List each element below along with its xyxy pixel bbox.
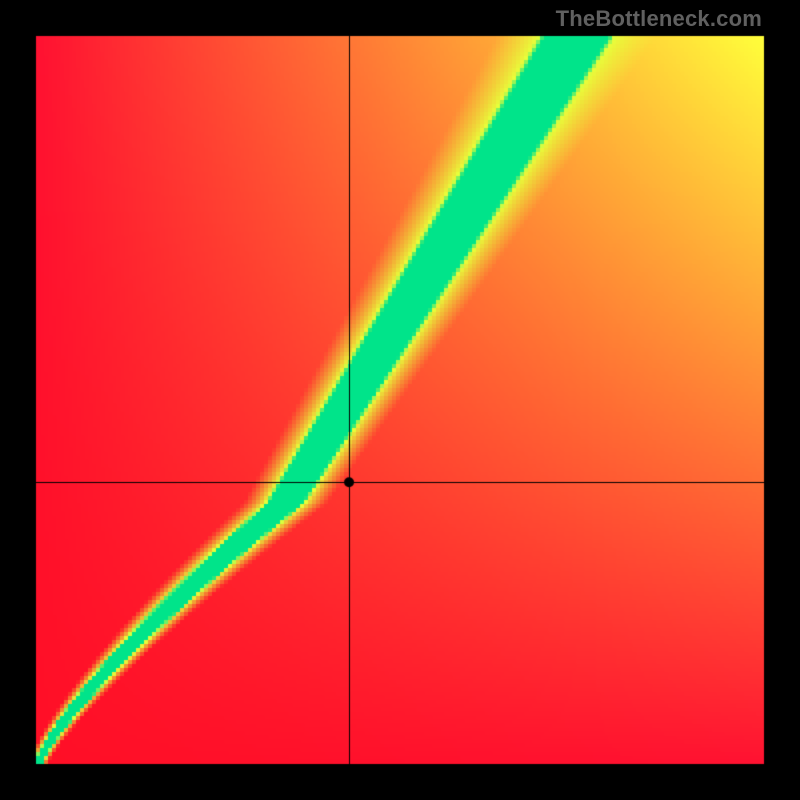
- bottleneck-heatmap: [0, 0, 800, 800]
- watermark-text: TheBottleneck.com: [556, 6, 762, 32]
- chart-container: TheBottleneck.com: [0, 0, 800, 800]
